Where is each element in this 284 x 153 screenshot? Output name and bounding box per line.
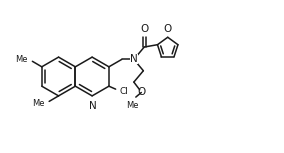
Text: Me: Me [32,99,45,108]
Text: N: N [89,101,97,111]
Text: O: O [164,24,172,34]
Text: Me: Me [127,101,139,110]
Text: Cl: Cl [119,87,128,96]
Text: O: O [137,87,145,97]
Text: Me: Me [15,55,28,64]
Text: N: N [130,54,138,64]
Text: O: O [140,24,148,34]
